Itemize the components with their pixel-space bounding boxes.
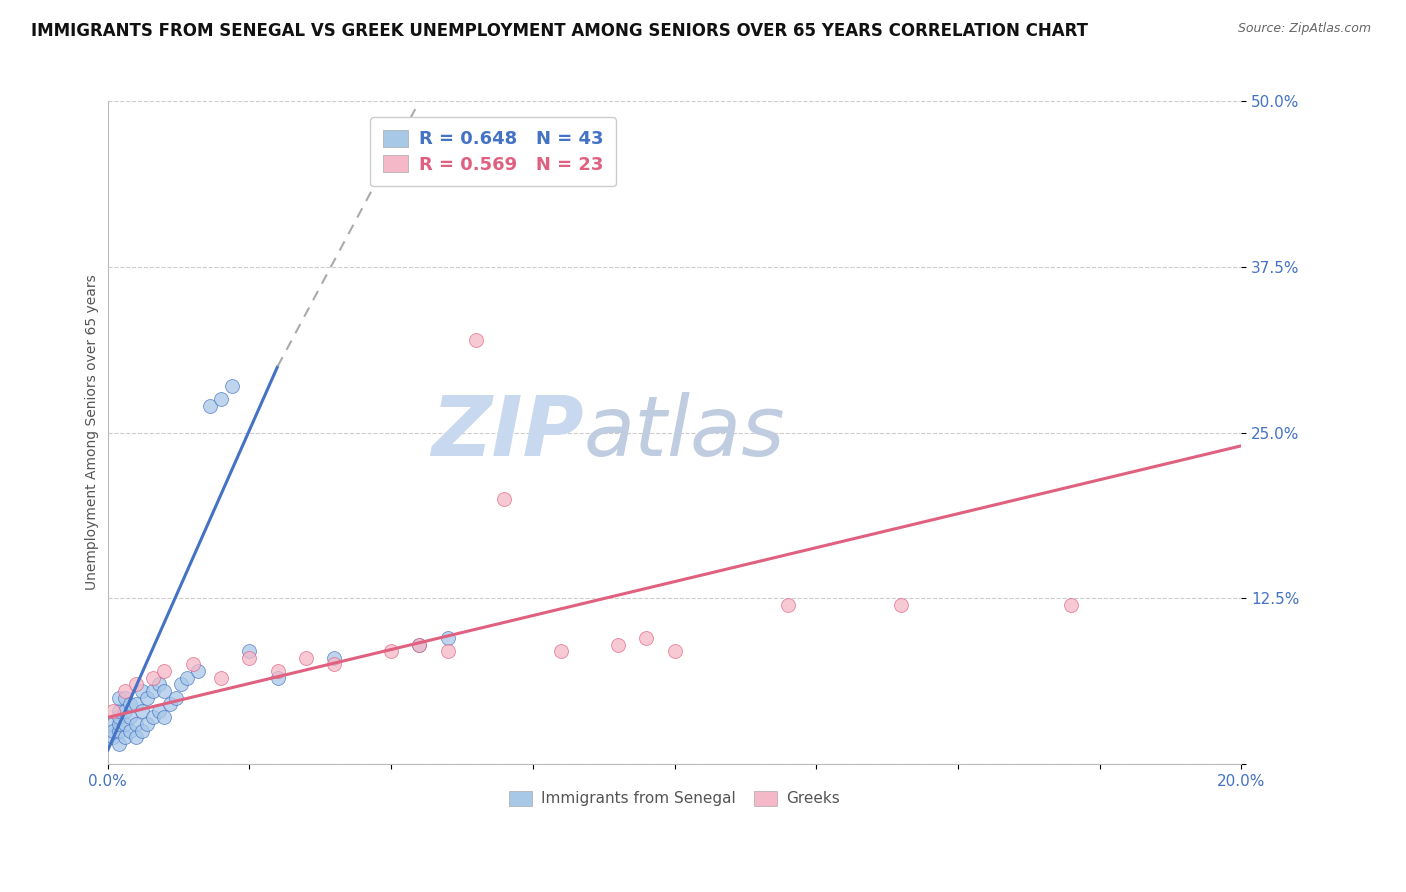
Point [120,710,142,724]
Point [103,704,125,718]
Point [103,731,125,745]
Point [142,710,165,724]
Point [142,684,165,698]
Point [108,690,131,705]
Point [114,717,136,731]
Point [380,644,402,658]
Point [120,723,142,738]
Point [176,671,198,685]
Point [125,731,148,745]
Text: IMMIGRANTS FROM SENEGAL VS GREEK UNEMPLOYMENT AMONG SENIORS OVER 65 YEARS CORREL: IMMIGRANTS FROM SENEGAL VS GREEK UNEMPLO… [31,22,1088,40]
Point [408,638,430,652]
Point [108,717,131,731]
Point [465,333,488,347]
Point [153,664,176,678]
Text: atlas: atlas [583,392,786,473]
Point [131,684,153,698]
Point [323,657,346,672]
Point [125,677,148,691]
Point [550,644,572,658]
Point [120,697,142,711]
Point [209,671,232,685]
Point [114,690,136,705]
Point [153,710,176,724]
Point [267,671,290,685]
Point [114,684,136,698]
Point [148,704,170,718]
Point [103,723,125,738]
Point [267,664,290,678]
Point [323,650,346,665]
Point [136,717,159,731]
Point [108,710,131,724]
Point [108,704,131,718]
Point [131,704,153,718]
Point [238,644,260,658]
Point [108,723,131,738]
Point [1060,598,1083,612]
Point [131,723,153,738]
Point [238,650,260,665]
Point [125,697,148,711]
Point [103,717,125,731]
Point [170,677,193,691]
Point [159,697,181,711]
Point [108,737,131,751]
Point [494,491,516,506]
Point [136,690,159,705]
Point [142,671,165,685]
Point [606,638,628,652]
Y-axis label: Unemployment Among Seniors over 65 years: Unemployment Among Seniors over 65 years [86,275,100,591]
Point [664,644,686,658]
Point [187,664,209,678]
Point [636,631,658,645]
Point [436,631,458,645]
Point [165,690,187,705]
Point [181,657,204,672]
Point [114,731,136,745]
Point [114,704,136,718]
Point [153,684,176,698]
Text: ZIP: ZIP [432,392,583,473]
Point [436,644,458,658]
Legend: Immigrants from Senegal, Greeks: Immigrants from Senegal, Greeks [503,785,846,813]
Point [148,677,170,691]
Point [776,598,799,612]
Point [890,598,912,612]
Point [295,650,318,665]
Text: Source: ZipAtlas.com: Source: ZipAtlas.com [1237,22,1371,36]
Point [221,379,243,393]
Point [125,717,148,731]
Point [209,392,232,407]
Point [198,399,221,413]
Point [408,638,430,652]
